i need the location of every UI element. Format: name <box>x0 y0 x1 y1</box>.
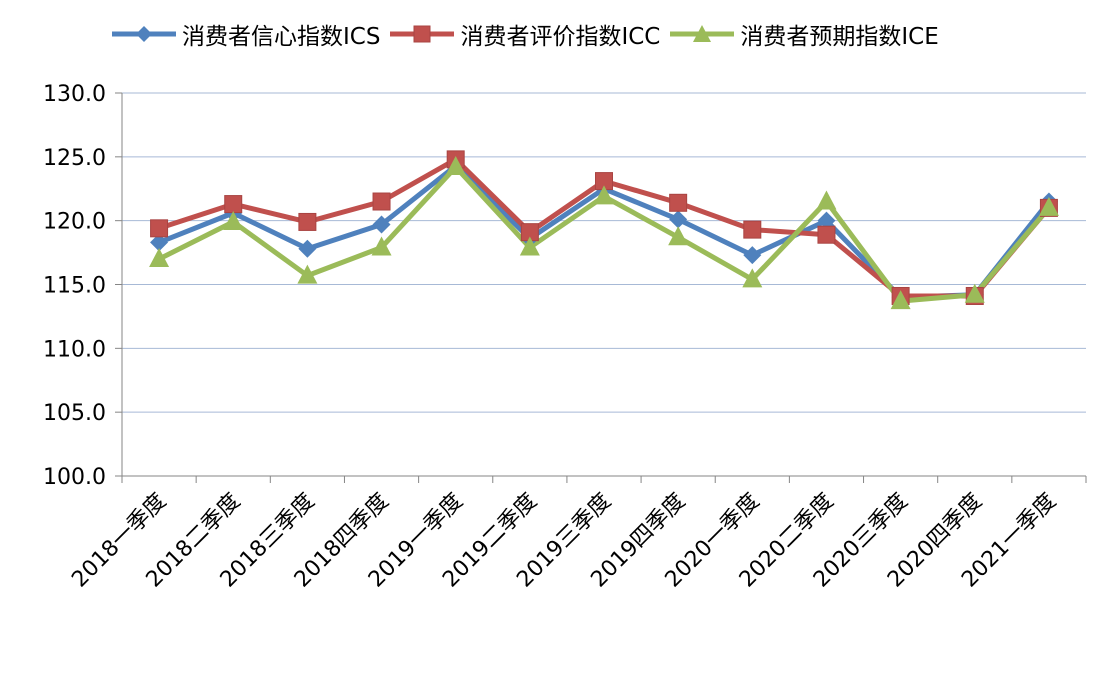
data-point-diamond <box>743 246 762 265</box>
data-point-triangle <box>1038 196 1059 216</box>
data-point-square <box>817 225 836 244</box>
data-point-triangle <box>964 283 985 303</box>
data-point-square <box>669 193 688 212</box>
y-tick-label: 125.0 <box>43 146 106 171</box>
legend-triangle-marker-icon <box>670 25 735 42</box>
y-tick-label: 105.0 <box>43 401 106 426</box>
data-point-triangle <box>297 264 318 284</box>
legend-item-icc: 消费者评价指数ICC <box>390 17 660 51</box>
data-point-triangle <box>149 247 170 267</box>
legend-label-icc: 消费者评价指数ICC <box>460 24 661 50</box>
data-point-square <box>743 220 762 239</box>
data-point-triangle <box>742 268 763 288</box>
data-point-square <box>372 192 391 211</box>
data-point-triangle <box>890 290 911 310</box>
legend-label-ics: 消费者信心指数ICS <box>182 24 381 50</box>
data-point-diamond <box>150 233 169 252</box>
y-tick-label: 115.0 <box>43 274 106 299</box>
y-tick-label: 120.0 <box>43 210 106 235</box>
data-point-triangle <box>816 190 837 210</box>
data-point-triangle <box>371 236 392 256</box>
y-tick-label: 110.0 <box>43 337 106 362</box>
data-point-triangle <box>223 210 244 230</box>
data-point-triangle <box>668 226 689 246</box>
data-point-diamond <box>372 215 391 234</box>
data-point-triangle <box>519 236 540 256</box>
data-point-triangle <box>594 185 614 205</box>
data-point-diamond <box>817 211 836 230</box>
y-tick-label: 130.0 <box>43 82 106 107</box>
data-point-square <box>150 219 169 238</box>
legend-label-ice: 消费者预期指数ICE <box>740 24 939 50</box>
data-point-square <box>298 212 317 231</box>
data-point-diamond <box>298 239 317 258</box>
chart-legend: 消费者信心指数ICS 消费者评价指数ICC 消费者预期指数ICE <box>112 14 941 54</box>
legend-diamond-marker-icon <box>112 26 176 42</box>
y-tick-label: 100.0 <box>43 465 106 490</box>
legend-item-ics: 消费者信心指数ICS <box>112 17 380 51</box>
data-point-triangle <box>445 156 466 176</box>
legend-item-ice: 消费者预期指数ICE <box>670 17 939 51</box>
data-point-square <box>224 195 243 214</box>
legend-square-marker-icon <box>390 25 455 43</box>
data-point-diamond <box>669 210 688 229</box>
